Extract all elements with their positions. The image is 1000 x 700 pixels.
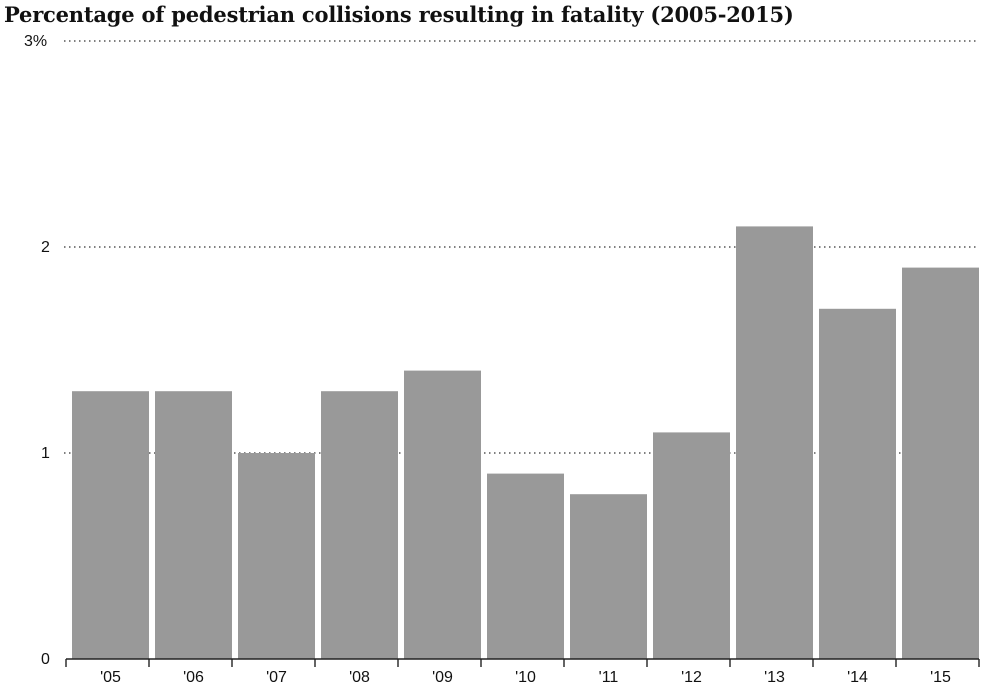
bars <box>72 226 979 659</box>
x-tick-label: '15 <box>930 669 951 686</box>
x-tick-label: '07 <box>266 669 287 686</box>
y-tick-label: 1 <box>41 445 50 462</box>
y-tick-label: 3% <box>24 33 47 50</box>
bar <box>819 308 896 659</box>
x-axis <box>65 658 980 667</box>
bar <box>155 391 232 659</box>
y-axis-tick-labels: 0 1 2 3% <box>24 33 50 668</box>
bar <box>736 226 813 659</box>
x-tick-label: '14 <box>847 669 868 686</box>
x-tick-label: '08 <box>349 669 370 686</box>
y-tick-label: 2 <box>41 239 50 256</box>
x-axis-tick-labels: '05 '06 '07 '08 '09 '10 '11 '12 '13 '14 '15 <box>100 669 951 686</box>
x-tick-label: '05 <box>100 669 121 686</box>
chart-title: Percentage of pedestrian collisions resu… <box>4 2 794 27</box>
bar <box>321 391 398 659</box>
x-tick-label: '06 <box>183 669 204 686</box>
x-tick-label: '12 <box>681 669 702 686</box>
bar <box>404 370 481 659</box>
bar <box>570 494 647 659</box>
bar <box>902 267 979 659</box>
bar <box>487 473 564 659</box>
x-tick-label: '11 <box>599 669 619 686</box>
bar <box>72 391 149 659</box>
bar <box>238 453 315 659</box>
bar <box>653 432 730 659</box>
y-tick-label: 0 <box>41 651 50 668</box>
x-tick-label: '09 <box>432 669 453 686</box>
x-tick-label: '13 <box>764 669 785 686</box>
x-tick-label: '10 <box>515 669 536 686</box>
